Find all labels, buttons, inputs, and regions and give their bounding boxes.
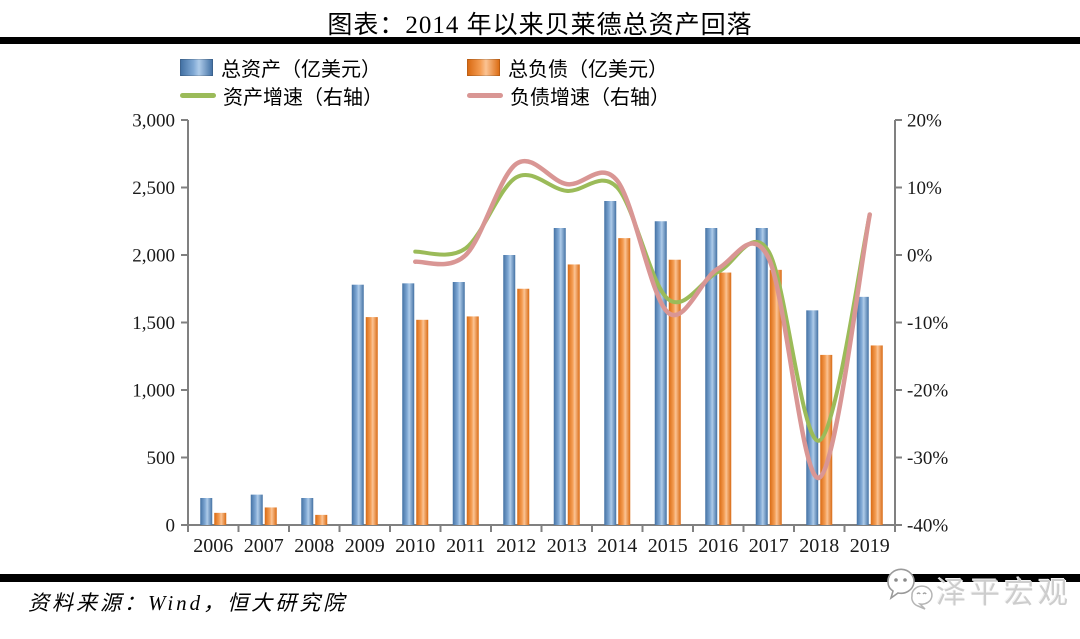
legend-label: 总资产（亿美元） [221, 59, 381, 81]
svg-text:2011: 2011 [446, 535, 485, 557]
left-axis: 0 500 1,000 1,500 2,000 2,500 3,000 [132, 111, 188, 537]
legend-label: 资产增速（右轴） [223, 87, 383, 109]
legend-item-asset-growth: 资产增速（右轴） [180, 81, 383, 110]
bar-liabilities-2014 [618, 238, 631, 525]
svg-text:500: 500 [147, 448, 176, 469]
bar-assets-2011 [452, 282, 465, 525]
orange-bar-swatch-icon [467, 59, 500, 76]
svg-text:2008: 2008 [294, 535, 334, 557]
line-liability-growth [413, 159, 872, 481]
blue-bar-swatch-icon [180, 59, 213, 76]
svg-text:-30%: -30% [907, 448, 948, 469]
x-axis: 2006 2007 2008 2009 2010 2011 2012 2013 2014 2015… [187, 525, 896, 557]
bar-assets-2007 [250, 494, 263, 525]
svg-text:2010: 2010 [395, 535, 435, 557]
bar-liabilities-2019 [870, 345, 883, 525]
chart-title: 图表：2014 年以来贝莱德总资产回落 [327, 12, 753, 39]
bar-assets-2010 [402, 283, 415, 525]
legend-item-total-liabilities: 总负债（亿美元） [467, 53, 668, 82]
legend-item-total-assets: 总资产（亿美元） [180, 53, 381, 82]
svg-text:20%: 20% [907, 111, 942, 132]
svg-text:1,000: 1,000 [132, 381, 175, 402]
bar-assets-2014 [604, 201, 617, 525]
svg-text:2016: 2016 [698, 535, 738, 557]
svg-text:-40%: -40% [907, 516, 948, 537]
legend-label: 总负债（亿美元） [508, 59, 668, 81]
bar-assets-2009 [351, 284, 364, 525]
bar-assets-2019 [856, 296, 869, 525]
bottom-divider [0, 574, 1080, 582]
bar-assets-2017 [755, 228, 768, 525]
bar-liabilities-2010 [416, 319, 429, 525]
bar-assets-2008 [301, 498, 314, 525]
bar-liabilities-2017 [769, 269, 782, 525]
bar-liabilities-2009 [365, 317, 378, 525]
legend-label: 负债增速（右轴） [510, 87, 670, 109]
svg-text:-20%: -20% [907, 381, 948, 402]
bar-liabilities-2013 [567, 264, 580, 525]
svg-text:2014: 2014 [597, 535, 637, 557]
logo-text: 泽平宏观 [936, 577, 1072, 610]
bar-liabilities-2015 [668, 259, 681, 525]
svg-text:10%: 10% [907, 178, 942, 199]
svg-text:2019: 2019 [850, 535, 890, 557]
line-asset-growth [413, 173, 872, 443]
bar-liabilities-2016 [719, 272, 732, 525]
svg-text:3,000: 3,000 [132, 111, 175, 132]
bar-assets-2016 [705, 228, 718, 525]
bar-assets-2013 [553, 228, 566, 525]
svg-text:2017: 2017 [749, 535, 789, 557]
svg-text:2009: 2009 [345, 535, 385, 557]
svg-text:2,500: 2,500 [132, 178, 175, 199]
source-note: 资料来源：Wind，恒大研究院 [28, 591, 348, 615]
svg-text:2007: 2007 [244, 535, 284, 557]
svg-text:-10%: -10% [907, 313, 948, 334]
bar-liabilities-2018 [820, 354, 833, 525]
bar-assets-2015 [654, 221, 667, 525]
svg-text:0: 0 [166, 516, 176, 537]
bar-assets-2006 [200, 498, 213, 525]
chat-bubbles-icon [887, 568, 933, 610]
svg-text:0%: 0% [907, 246, 933, 267]
top-divider [0, 37, 1080, 44]
svg-text:2006: 2006 [193, 535, 233, 557]
svg-text:2,000: 2,000 [132, 246, 175, 267]
svg-text:2012: 2012 [496, 535, 536, 557]
bar-assets-2018 [806, 310, 819, 525]
bar-assets-2012 [503, 255, 516, 525]
svg-text:2013: 2013 [547, 535, 587, 557]
bar-liabilities-2008 [315, 514, 328, 525]
svg-text:1,500: 1,500 [132, 313, 175, 334]
green-line-swatch-icon [180, 93, 216, 98]
bar-liabilities-2012 [517, 288, 530, 525]
right-axis: 20% 10% 0% -10% -20% -30% -40% [895, 111, 948, 537]
legend-item-liability-growth: 负债增速（右轴） [467, 81, 670, 110]
bar-liabilities-2006 [214, 512, 227, 525]
svg-text:2018: 2018 [799, 535, 839, 557]
bars-total-liabilities [214, 238, 883, 525]
bar-liabilities-2007 [264, 507, 277, 525]
svg-text:2015: 2015 [648, 535, 688, 557]
zeping-macro-logo: 泽平宏观 [882, 568, 1072, 612]
pink-line-swatch-icon [467, 93, 503, 98]
bar-liabilities-2011 [466, 316, 479, 525]
